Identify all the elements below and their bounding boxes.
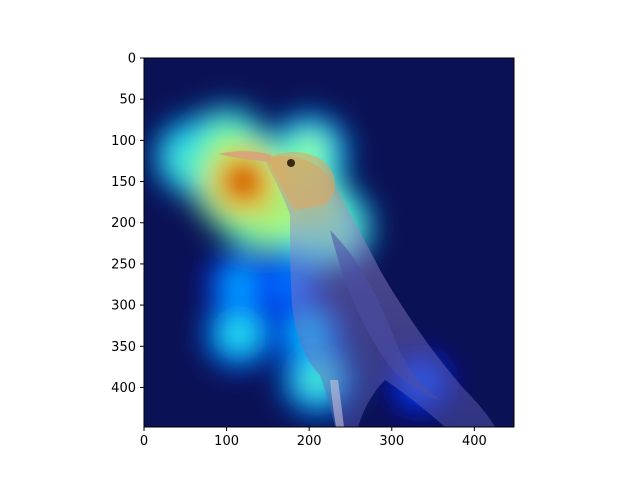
y-tick-label-100: 100 [111, 134, 136, 149]
y-tick-label-300: 300 [111, 299, 136, 314]
y-tick-label-50: 50 [119, 93, 136, 108]
bird-head [268, 152, 335, 210]
x-tick-label-100: 100 [214, 434, 239, 449]
plot-area [144, 58, 514, 427]
y-tick-label-0: 0 [128, 52, 136, 67]
y-tick-label-200: 200 [111, 216, 136, 231]
bird-image [218, 151, 495, 427]
bird-eye [287, 159, 295, 167]
plot-frame [143, 57, 515, 428]
x-tick-label-400: 400 [462, 434, 487, 449]
heat-spot-12-ring-3 [230, 168, 257, 195]
y-tick-label-250: 250 [111, 257, 136, 272]
y-tick-label-150: 150 [111, 175, 136, 190]
bird-beak [218, 151, 272, 162]
bird-body [265, 156, 495, 427]
x-tick-label-200: 200 [297, 434, 322, 449]
heat-spot-4-ring-3 [230, 325, 248, 343]
heat-spot-2-ring-3 [230, 276, 248, 293]
x-tick-label-300: 300 [379, 434, 404, 449]
y-tick-label-400: 400 [111, 381, 136, 396]
bird-leg [330, 380, 344, 427]
y-axis: 0 50 100 150 200 250 300 350 400 [111, 52, 144, 396]
x-axis: 0 100 200 300 400 [140, 427, 487, 449]
x-tick-label-0: 0 [140, 434, 148, 449]
y-tick-label-350: 350 [111, 340, 136, 355]
bird-wing [330, 230, 440, 400]
